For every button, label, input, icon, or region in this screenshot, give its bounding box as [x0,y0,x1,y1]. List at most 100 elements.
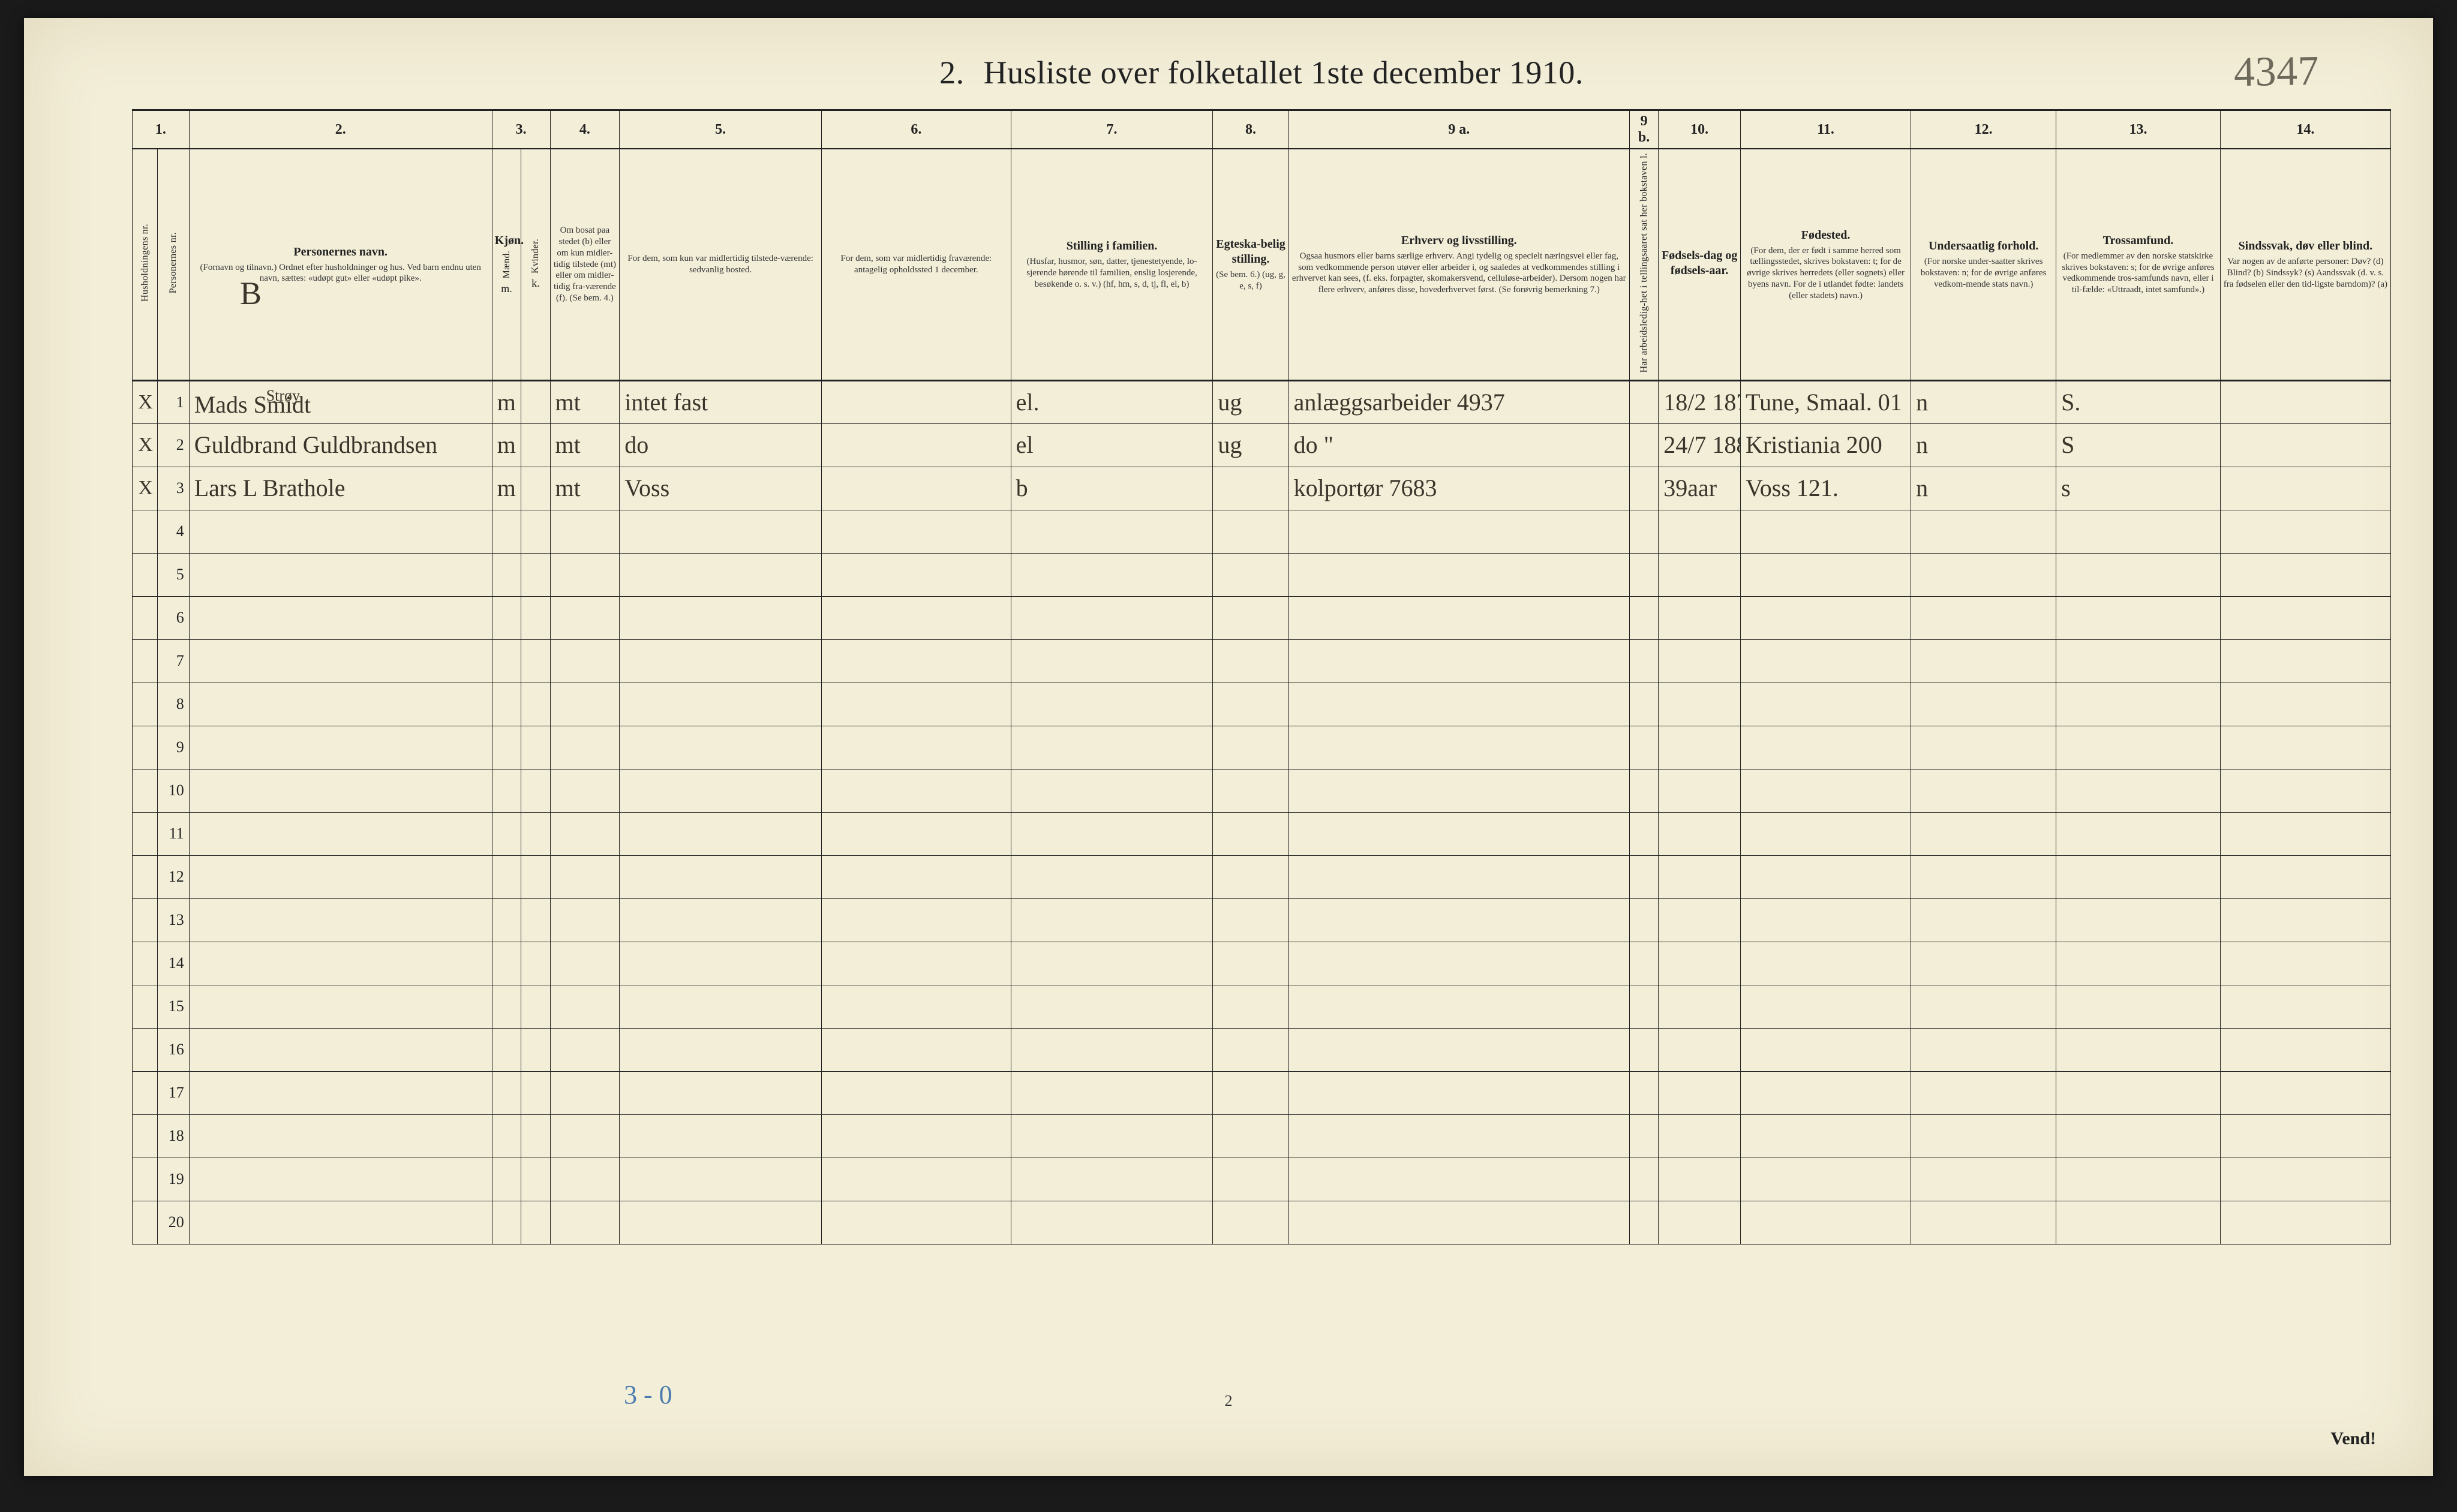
row-number: 12 [158,855,190,898]
empty-cell [1213,1114,1288,1158]
cell-midlt: Voss [620,467,822,510]
empty-cell [1011,1071,1213,1114]
empty-cell [492,898,521,942]
head-fodested: Fødested. (For dem, der er født i samme … [1741,149,1911,380]
empty-cell [2056,769,2221,812]
empty-cell [1659,898,1741,942]
row-number: 5 [158,553,190,596]
head-arbl: Har arbeidsledig-het i tellingsaaret sat… [1629,149,1658,380]
empty-cell [189,769,492,812]
empty-cell [1659,510,1741,553]
empty-cell [822,985,1011,1028]
cell-fodselsdag: 39aar [1659,467,1741,510]
empty-cell [620,1158,822,1201]
col-num-8: 8. [1213,110,1288,149]
cell-bosat: mt [550,467,620,510]
cell-sex-k [521,467,550,510]
table-row: 8 [133,683,2391,726]
col-num-12: 12. [1911,110,2056,149]
cell-egte: ug [1213,423,1288,467]
row-number: 3 [158,467,190,510]
row-number: 13 [158,898,190,942]
empty-cell [1011,1114,1213,1158]
empty-cell [1741,1158,1911,1201]
empty-cell [189,855,492,898]
empty-cell [550,726,620,769]
col-num-1: 1. [133,110,190,149]
cell-name: Guldbrand Guldbrandsen [189,423,492,467]
row-check: X [133,380,158,423]
empty-cell [492,1201,521,1244]
head-undersaat: Undersaatlig forhold. (For norske under-… [1911,149,2056,380]
empty-cell [620,812,822,855]
empty-cell [822,769,1011,812]
empty-cell [1629,985,1658,1028]
col-num-6: 6. [822,110,1011,149]
cell-fodselsdag: 18/2 1874 [1659,380,1741,423]
empty-cell [492,510,521,553]
row-check [133,639,158,683]
empty-cell [1011,985,1213,1028]
empty-cell [492,1028,521,1071]
empty-cell [521,1158,550,1201]
table-row: 15 [133,985,2391,1028]
col-num-4: 4. [550,110,620,149]
empty-cell [1741,683,1911,726]
cell-bosat: mt [550,423,620,467]
empty-cell [2220,1201,2390,1244]
cell-midlt: intet fast [620,380,822,423]
empty-cell [550,1028,620,1071]
cell-erhverv: anlæggsarbeider 4937 [1288,380,1629,423]
empty-cell [189,596,492,639]
row-number: 16 [158,1028,190,1071]
table-row: 12 [133,855,2391,898]
page-number-bottom: 2 [1225,1392,1233,1410]
empty-cell [822,726,1011,769]
empty-cell [2056,812,2221,855]
cell-arbl [1629,467,1658,510]
empty-cell [550,596,620,639]
row-check [133,812,158,855]
cell-sex-m: m [492,423,521,467]
empty-cell [492,683,521,726]
empty-cell [1659,1071,1741,1114]
empty-cell [1288,1158,1629,1201]
table-row: 14 [133,942,2391,985]
empty-cell [521,683,550,726]
row-check [133,1201,158,1244]
col-num-3: 3. [492,110,550,149]
empty-cell [1213,1158,1288,1201]
empty-cell [492,1071,521,1114]
empty-cell [550,1201,620,1244]
table-row: 16 [133,1028,2391,1071]
empty-cell [1629,855,1658,898]
cell-stilling: el. [1011,380,1213,423]
empty-cell [521,726,550,769]
empty-cell [1629,1114,1658,1158]
empty-cell [1288,639,1629,683]
empty-cell [2220,769,2390,812]
vend-label: Vend! [2330,1429,2376,1449]
empty-cell [189,1114,492,1158]
empty-cell [1213,1071,1288,1114]
empty-cell [1741,553,1911,596]
empty-cell [620,985,822,1028]
empty-cell [2056,596,2221,639]
empty-cell [822,683,1011,726]
cell-erhverv: do " [1288,423,1629,467]
empty-cell [189,726,492,769]
empty-cell [189,898,492,942]
empty-cell [1911,553,2056,596]
title-number: 2. [939,55,965,91]
empty-cell [822,639,1011,683]
col-num-7: 7. [1011,110,1213,149]
empty-cell [1213,812,1288,855]
empty-cell [1288,985,1629,1028]
empty-cell [1741,769,1911,812]
empty-cell [492,1158,521,1201]
row-number: 8 [158,683,190,726]
empty-cell [822,1028,1011,1071]
column-number-row: 1. 2. 3. 4. 5. 6. 7. 8. 9 a. 9 b. 10. 11… [133,110,2391,149]
empty-cell [1629,1028,1658,1071]
cell-sex-m: m [492,380,521,423]
